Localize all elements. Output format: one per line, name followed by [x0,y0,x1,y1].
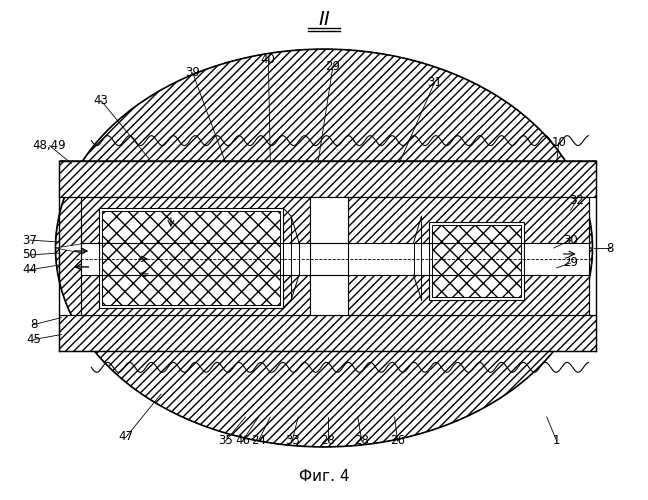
Polygon shape [56,248,596,447]
Bar [348,198,588,314]
Bar [82,198,310,314]
Text: 48,49: 48,49 [32,139,66,152]
Text: 26: 26 [390,434,405,448]
Ellipse shape [51,39,597,457]
Text: 39: 39 [185,66,200,80]
Bar [432,225,521,296]
Text: 44: 44 [22,264,37,276]
Bar [102,211,280,304]
Text: 33: 33 [285,434,299,448]
Bar [524,243,588,275]
Text: 8: 8 [607,242,614,254]
Bar [310,198,348,314]
Text: 29: 29 [563,256,578,270]
Text: Фиг. 4: Фиг. 4 [299,469,349,484]
Text: $\mathit{II}$: $\mathit{II}$ [318,10,330,29]
Text: 1: 1 [553,434,561,448]
Text: 45: 45 [26,333,41,346]
Bar [348,243,430,275]
Text: 50: 50 [22,248,37,262]
Text: 37: 37 [22,234,37,246]
Text: 28: 28 [321,434,336,448]
Text: 29: 29 [325,60,340,72]
Text: 8: 8 [30,318,38,331]
Text: 31: 31 [427,76,442,90]
Bar [60,314,596,352]
Text: 10: 10 [551,136,566,149]
Text: 40: 40 [261,52,276,66]
Text: 47: 47 [119,430,133,444]
Text: 24: 24 [251,434,266,448]
Text: 43: 43 [94,94,109,108]
Text: 46: 46 [235,434,250,448]
Polygon shape [56,49,596,248]
Text: 32: 32 [569,194,584,207]
Text: 28: 28 [354,434,369,448]
Bar [283,243,348,275]
Bar [60,160,596,198]
Bar [430,222,524,300]
Text: 30: 30 [563,234,578,246]
Text: 35: 35 [218,434,233,448]
Bar [99,208,283,308]
Bar [82,243,99,275]
